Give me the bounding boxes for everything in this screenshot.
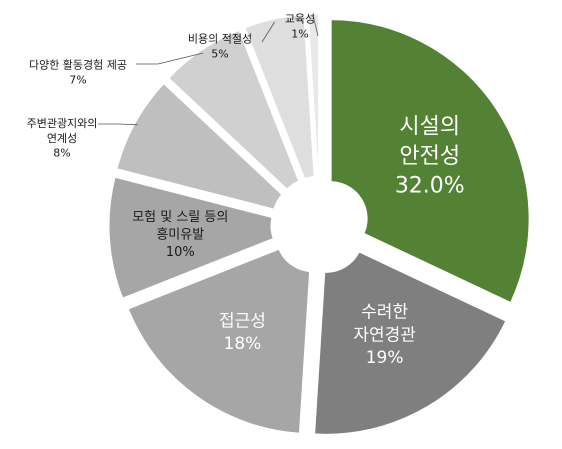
slice-value-label: 32.0%: [395, 174, 465, 199]
slice-name-label: 접근성: [219, 311, 266, 331]
leader-line-6: [136, 52, 204, 65]
pie-slice-8: [305, 11, 322, 179]
slice-name-label: 연계성: [47, 132, 77, 145]
leader-line-5: [98, 123, 138, 126]
slice-value-label: 18%: [224, 334, 262, 354]
slice-value-label: 7%: [69, 73, 86, 86]
pie-slice-2: [311, 248, 510, 437]
slice-value-label: 5%: [211, 47, 228, 60]
slice-name-label: 다양한 활동경험 제공: [29, 57, 127, 71]
slice-name-label: 자연경관: [353, 325, 416, 345]
slice-name-label: 비용의 적절성: [188, 32, 252, 45]
slice-name-label: 모험 및 스릴 등의: [132, 210, 228, 225]
pie-slice-4: [106, 174, 277, 302]
slice-name-label: 흥미유발: [156, 227, 204, 242]
slice-value-label: 1%: [291, 27, 308, 40]
slice-label-6: 다양한 활동경험 제공 7%: [29, 57, 127, 86]
slice-name-label: 교육성: [285, 12, 315, 25]
pie-slice-6: [165, 27, 302, 193]
slice-name-label: 수려한: [361, 302, 408, 322]
slice-label-7: 비용의 적절성 5%: [188, 32, 252, 60]
pie-slices: [106, 11, 532, 437]
slice-label-3: 접근성 18%: [219, 311, 266, 354]
slice-value-label: 19%: [366, 348, 404, 368]
slice-value-label: 8%: [53, 147, 70, 160]
pie-slice-5: [113, 80, 286, 213]
pie-slice-1: [328, 17, 532, 306]
leader-lines: [98, 17, 319, 126]
slice-name-label: 주변관광지와의: [27, 117, 98, 130]
pie-slice-7: [241, 12, 317, 182]
slice-name-label: 시설의: [399, 114, 460, 139]
leader-line-7: [261, 21, 275, 43]
slice-value-label: 10%: [166, 245, 195, 260]
slice-name-label: 안전성: [399, 144, 460, 169]
leader-line-8: [313, 17, 319, 37]
slice-label-8: 교육성 1%: [285, 12, 315, 40]
pie-slice-3: [125, 246, 313, 436]
